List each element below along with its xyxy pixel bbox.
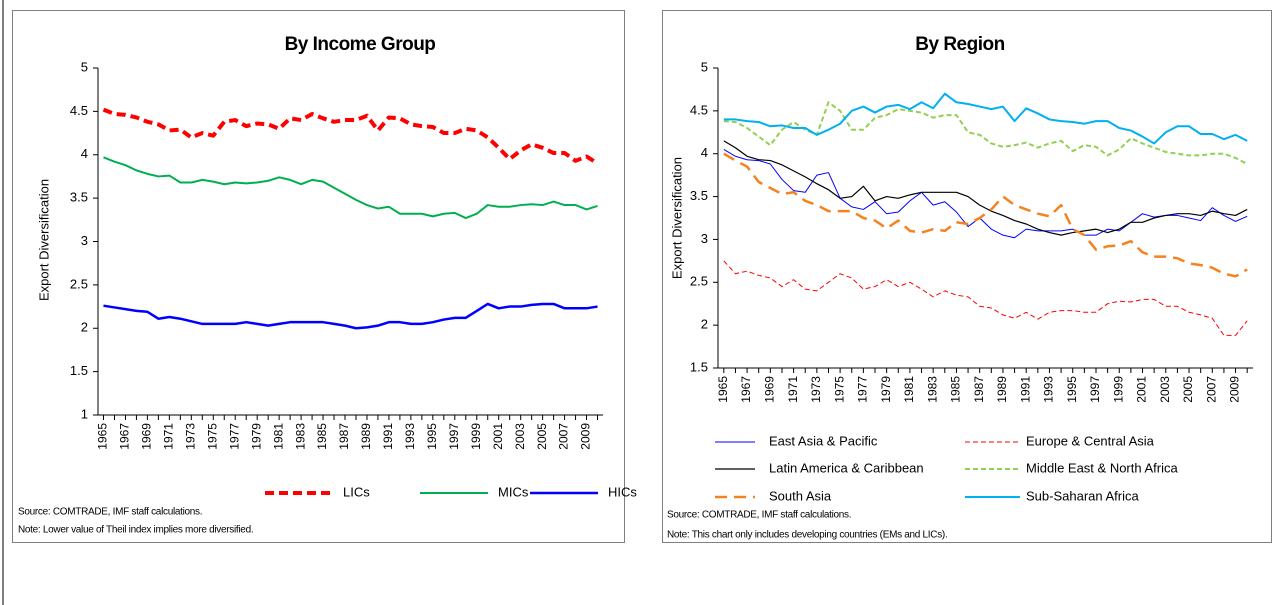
x-tick-label: 1981	[271, 423, 285, 450]
legend-label: East Asia & Pacific	[769, 433, 878, 448]
y-tick-label: 5	[701, 59, 708, 74]
legend-label: Latin America & Caribbean	[769, 460, 924, 475]
x-tick-label: 1991	[1018, 376, 1032, 403]
x-tick-label: 1989	[995, 376, 1009, 403]
legend-label: Europe & Central Asia	[1026, 433, 1155, 448]
y-tick-label: 1	[81, 406, 88, 421]
y-tick-label: 3.5	[690, 188, 708, 203]
x-tick-label: 1969	[763, 376, 777, 403]
x-tick-label: 1993	[1042, 376, 1056, 403]
series-line	[723, 92, 1248, 145]
legend-label: Sub-Saharan Africa	[1026, 488, 1140, 503]
x-tick-label: 1981	[902, 376, 916, 403]
y-tick-label: 3.5	[70, 190, 88, 205]
y-tick-label: 4	[81, 146, 88, 161]
x-tick-label: 2007	[557, 423, 571, 450]
x-tick-label: 1983	[293, 423, 307, 450]
legend-label: MICs	[498, 484, 529, 499]
y-tick-label: 4.5	[70, 103, 88, 118]
x-tick-label: 1967	[118, 423, 132, 450]
x-tick-label: 2001	[1135, 376, 1149, 403]
x-tick-label: 1967	[739, 376, 753, 403]
x-tick-label: 1987	[337, 423, 351, 450]
x-tick-label: 1977	[227, 423, 241, 450]
x-tick-label: 1997	[1088, 376, 1102, 403]
x-tick-label: 1965	[96, 423, 110, 450]
x-tick-label: 2009	[1228, 376, 1242, 403]
series-line	[723, 148, 1248, 239]
footnote: Note: This chart only includes developin…	[667, 530, 947, 541]
source-note: Source: COMTRADE, IMF staff calculations…	[18, 507, 202, 518]
y-tick-label: 3	[81, 233, 88, 248]
panel-frame	[12, 10, 625, 543]
x-tick-label: 1997	[447, 423, 461, 450]
x-tick-label: 1993	[403, 423, 417, 450]
legend-label: LICs	[343, 484, 370, 499]
series-line	[723, 152, 1248, 278]
chart-title: By Region	[915, 34, 1004, 55]
y-tick-label: 1.5	[690, 359, 708, 374]
series-line	[723, 140, 1248, 236]
x-tick-label: 1973	[183, 423, 197, 450]
y-tick-label: 2	[701, 317, 708, 332]
footnote: Note: Lower value of Theil index implies…	[18, 525, 253, 536]
y-axis-label: Export Diversification	[669, 157, 684, 279]
legend-label: HICs	[608, 484, 637, 499]
x-tick-label: 2001	[491, 423, 505, 450]
x-tick-label: 1971	[162, 423, 176, 450]
x-tick-label: 2005	[1181, 376, 1195, 403]
x-tick-label: 1989	[359, 423, 373, 450]
x-tick-label: 1999	[1111, 376, 1125, 403]
y-tick-label: 4.5	[690, 102, 708, 117]
x-tick-label: 2003	[1158, 376, 1172, 403]
y-tick-label: 2	[81, 320, 88, 335]
y-tick-label: 3	[701, 231, 708, 246]
y-tick-label: 4	[701, 145, 708, 160]
series-line	[102, 107, 599, 166]
y-axis-label: Export Diversification	[36, 179, 51, 301]
x-tick-label: 1979	[879, 376, 893, 403]
x-tick-label: 1985	[315, 423, 329, 450]
legend-label: South Asia	[769, 488, 832, 503]
x-tick-label: 1983	[925, 376, 939, 403]
x-tick-label: 1973	[809, 376, 823, 403]
x-tick-label: 1995	[1065, 376, 1079, 403]
x-tick-label: 1971	[786, 376, 800, 403]
x-tick-label: 2009	[579, 423, 593, 450]
x-tick-label: 1985	[949, 376, 963, 403]
x-tick-label: 1975	[205, 423, 219, 450]
series-line	[103, 302, 598, 330]
series-line	[103, 156, 598, 220]
y-tick-label: 1.5	[70, 363, 88, 378]
x-tick-label: 2005	[535, 423, 549, 450]
x-tick-label: 1995	[425, 423, 439, 450]
y-tick-label: 5	[81, 59, 88, 74]
panel-frame	[662, 10, 1272, 543]
series-line	[723, 260, 1248, 336]
x-tick-label: 1987	[972, 376, 986, 403]
x-tick-label: 1965	[716, 376, 730, 403]
x-tick-label: 2007	[1204, 376, 1218, 403]
x-tick-label: 1969	[140, 423, 154, 450]
source-note: Source: COMTRADE, IMF staff calculations…	[667, 510, 851, 521]
x-tick-label: 1999	[469, 423, 483, 450]
y-tick-label: 2.5	[70, 276, 88, 291]
legend-label: Middle East & North Africa	[1026, 460, 1178, 475]
chart-title: By Income Group	[285, 34, 436, 55]
y-tick-label: 2.5	[690, 274, 708, 289]
x-tick-label: 1977	[856, 376, 870, 403]
x-tick-label: 1991	[381, 423, 395, 450]
x-tick-label: 1975	[832, 376, 846, 403]
x-tick-label: 2003	[513, 423, 527, 450]
x-tick-label: 1979	[249, 423, 263, 450]
series-line	[723, 101, 1248, 165]
